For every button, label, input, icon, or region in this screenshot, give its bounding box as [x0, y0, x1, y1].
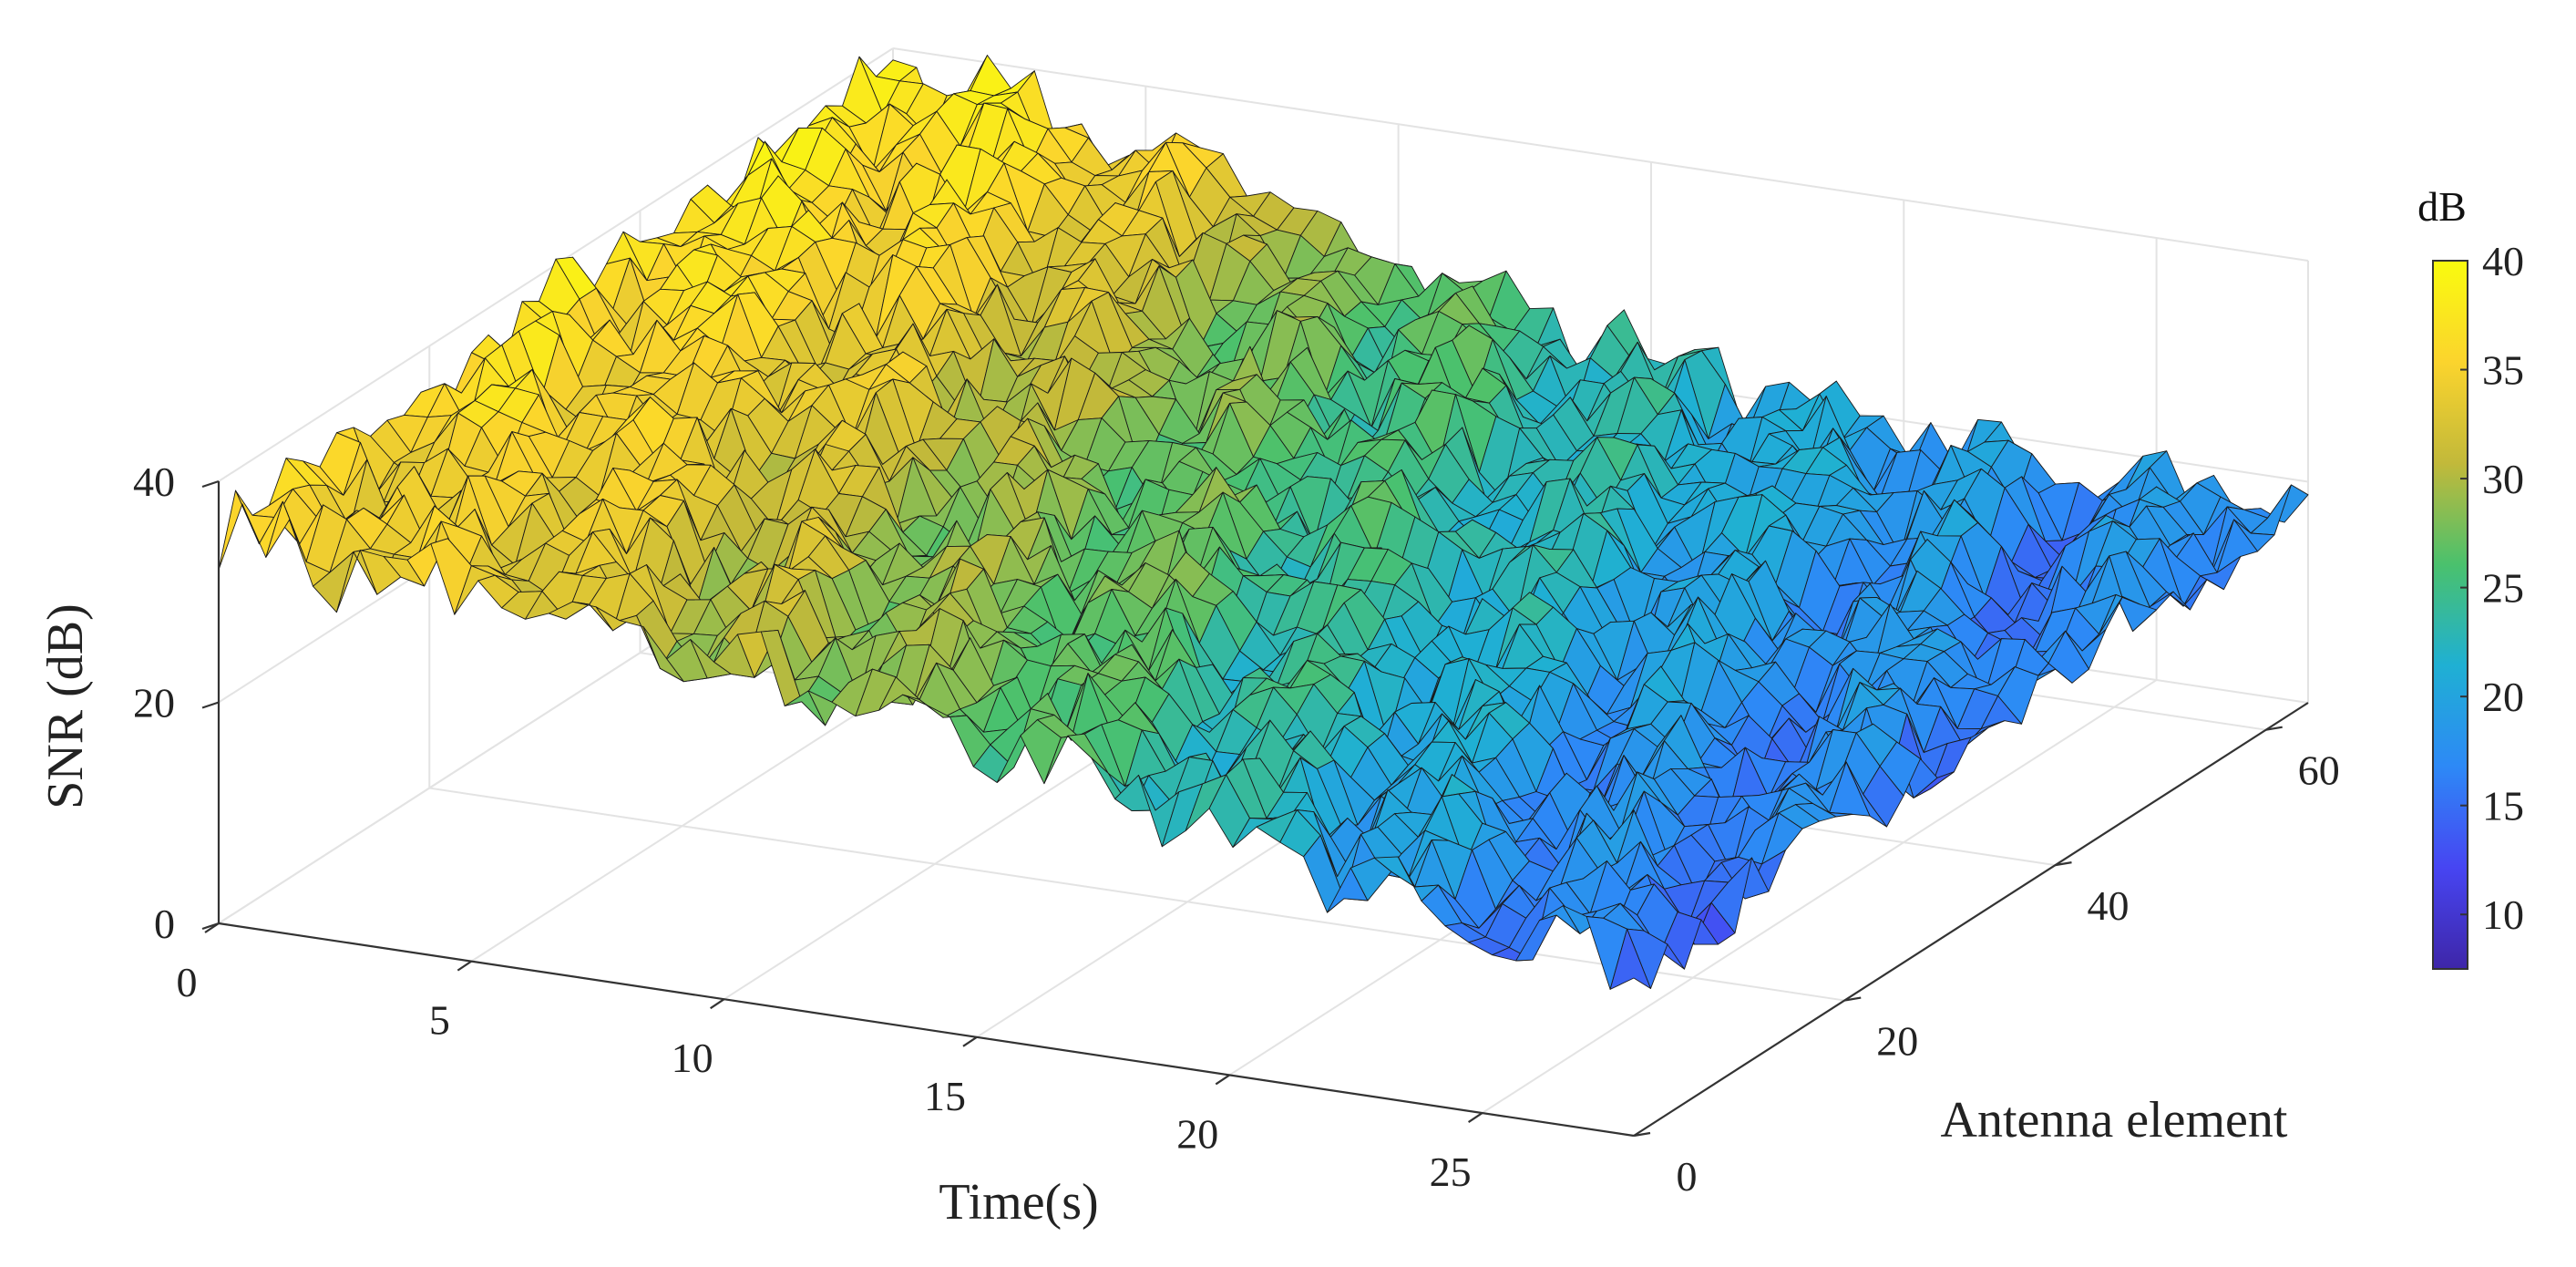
z-tick-mark [201, 479, 220, 489]
y-tick-mark [2265, 726, 2283, 731]
y-tick-label: 60 [2298, 747, 2340, 794]
x-tick-label: 0 [177, 959, 198, 1005]
z-tick-label: 40 [133, 458, 175, 505]
x-tick-label: 5 [429, 997, 450, 1044]
colorbar-tick-label: 35 [2482, 347, 2524, 394]
colorbar: dB 10 15 20 25 30 35 40 [2417, 183, 2524, 970]
x-tick-label: 25 [1430, 1149, 1472, 1195]
snr-surface [218, 55, 2309, 990]
x-tick-mark [710, 998, 725, 1010]
colorbar-tick-label: 20 [2482, 674, 2524, 720]
y-axis-label: Antenna element [1941, 1092, 2288, 1149]
x-tick-mark [1467, 1112, 1483, 1123]
z-tick-mark [201, 922, 220, 931]
colorbar-tick-label: 30 [2482, 456, 2524, 502]
grid-line [1482, 679, 2158, 1114]
y-tick-label: 20 [1876, 1018, 1918, 1065]
x-axis-label: Time(s) [939, 1174, 1098, 1231]
colorbar-tick-label: 10 [2482, 891, 2524, 938]
colorbar-gradient [2432, 260, 2468, 970]
colorbar-tick-label: 25 [2482, 565, 2524, 612]
colorbar-tick-label: 40 [2482, 238, 2524, 284]
axes: 0 5 10 15 20 25 0 20 40 60 0 20 40 Time(s) Antenna ele… [37, 458, 2340, 1231]
colorbar-tick-label: 15 [2482, 783, 2524, 829]
y-axis-line [1633, 702, 2309, 1137]
x-tick-mark [1215, 1074, 1230, 1086]
colorbar-title: dB [2417, 183, 2467, 230]
x-tick-mark [962, 1035, 978, 1047]
z-tick-mark [201, 701, 220, 709]
y-tick-label: 40 [2088, 882, 2130, 929]
grid-line [892, 47, 2309, 262]
x-axis-line [218, 922, 1635, 1138]
z-axis-label: SNR (dB) [37, 603, 94, 809]
z-tick-label: 20 [133, 680, 175, 726]
surface-cell [1609, 928, 1651, 990]
y-tick-mark [1633, 1131, 1651, 1138]
z-tick-label: 0 [154, 901, 175, 947]
y-tick-mark [2055, 861, 2072, 867]
x-tick-label: 20 [1176, 1110, 1218, 1157]
y-tick-mark [1844, 996, 1862, 1002]
x-tick-label: 10 [672, 1035, 713, 1081]
y-tick-label: 0 [1677, 1153, 1698, 1200]
x-tick-label: 15 [924, 1073, 966, 1119]
x-tick-mark [457, 960, 472, 972]
